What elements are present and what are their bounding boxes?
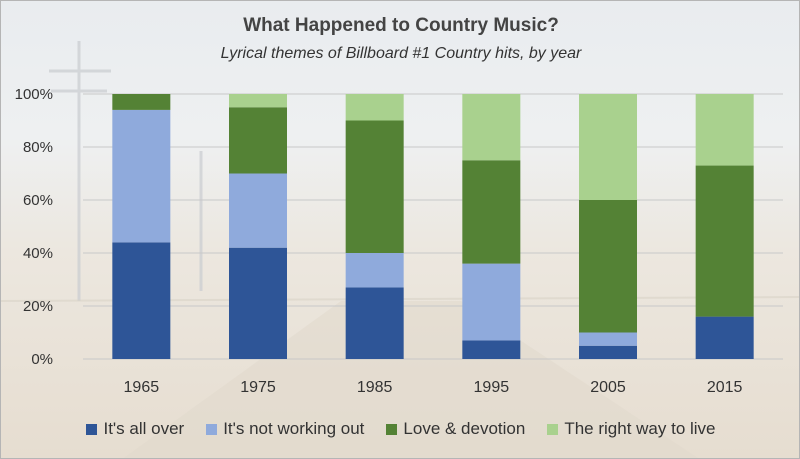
bar-segment [579,332,637,346]
bar-segment [345,120,404,253]
x-tick-label: 2005 [590,379,626,396]
bar-segment [462,160,521,264]
x-tick-label: 1965 [124,379,160,396]
bar-segment [229,247,287,359]
bar-segment [695,316,754,359]
y-tick-label: 20% [23,298,53,315]
bar-segment [579,200,637,333]
x-tick-label: 1995 [474,379,510,396]
legend-item: The right way to live [547,419,716,439]
legend-label: The right way to live [564,419,716,438]
bar-segment [695,165,754,317]
legend-item: It's all over [86,419,184,439]
legend-swatch [547,423,559,435]
bar-segment [462,340,521,359]
x-tick-label: 1985 [357,379,393,396]
y-tick-label: 100% [15,86,53,103]
bar-segment [229,173,287,248]
y-tick-label: 60% [23,192,53,209]
y-tick-label: 40% [23,245,53,262]
bar-segment [345,94,404,121]
legend-swatch [206,423,218,435]
legend-swatch [86,423,98,435]
bar-segment [229,94,287,108]
legend-label: It's all over [103,419,185,438]
bar-segment [112,109,171,243]
chart-subtitle: Lyrical themes of Billboard #1 Country h… [220,45,582,62]
bar-segment [345,253,404,288]
bar-segment [112,242,171,359]
bar-segment [462,94,521,161]
bar-segment [462,263,521,341]
legend-swatch [386,423,398,435]
legend-item: Love & devotion [386,419,525,439]
y-tick-label: 0% [31,351,53,368]
x-tick-label: 2015 [707,379,743,396]
bar-segment [579,345,637,359]
legend: It's all over It's not working out Love & … [1,419,799,439]
bar-segment [112,94,171,110]
chart-title: What Happened to Country Music? [243,15,559,36]
legend-item: It's not working out [206,419,364,439]
y-tick-label: 80% [23,139,53,156]
bar-segment [229,107,287,174]
bar-segment [579,94,637,200]
bar-segment [695,94,754,166]
bar-segment [345,287,404,359]
legend-label: It's not working out [223,419,365,438]
legend-label: Love & devotion [403,419,526,438]
x-tick-label: 1975 [240,379,276,396]
